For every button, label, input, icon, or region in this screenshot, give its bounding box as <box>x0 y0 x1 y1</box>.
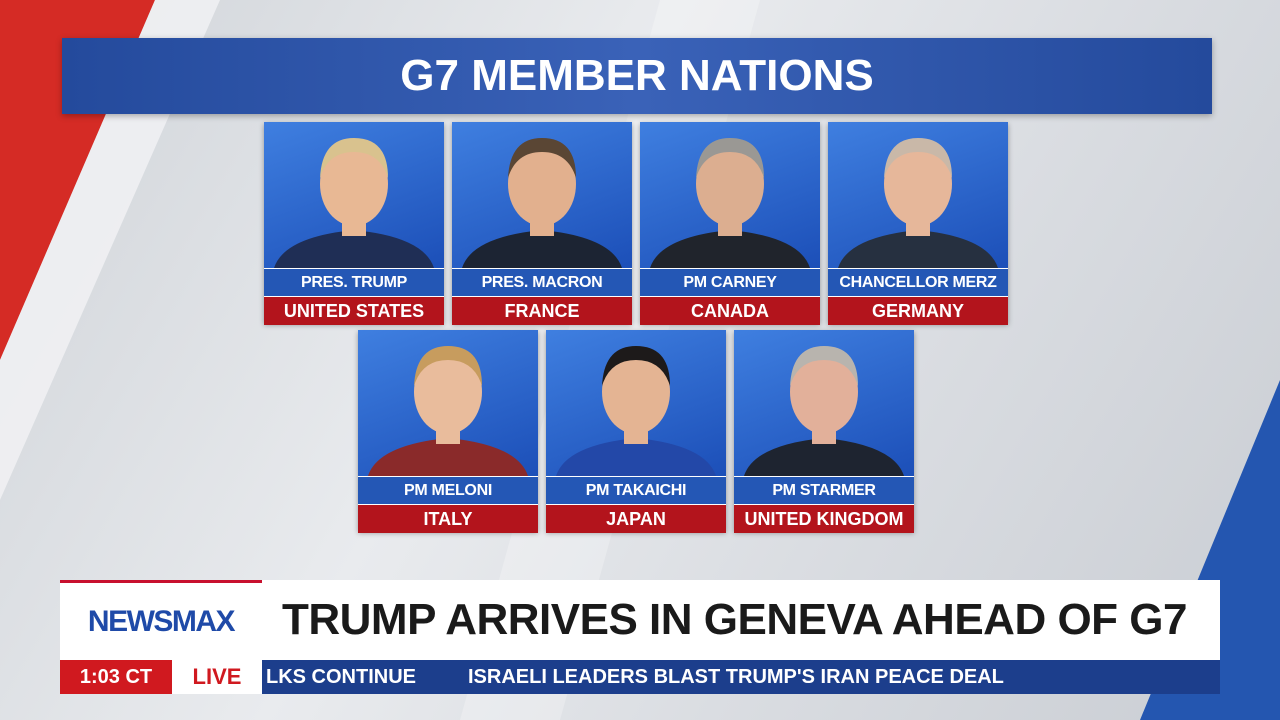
leader-country: JAPAN <box>546 504 726 533</box>
leader-title: PM MELONI <box>358 476 538 504</box>
portrait <box>264 122 444 268</box>
leader-card: PM MELONI ITALY <box>358 330 538 533</box>
leader-title: CHANCELLOR MERZ <box>828 268 1008 296</box>
portrait-figure <box>838 138 998 268</box>
leader-card: PRES. TRUMP UNITED STATES <box>264 122 444 325</box>
leader-title: PM TAKAICHI <box>546 476 726 504</box>
portrait-figure <box>650 138 810 268</box>
portrait <box>546 330 726 476</box>
brand: NEWSMAX <box>87 604 236 638</box>
leader-country: GERMANY <box>828 296 1008 325</box>
leader-country: CANADA <box>640 296 820 325</box>
leader-country: ITALY <box>358 504 538 533</box>
leader-title: PRES. MACRON <box>452 268 632 296</box>
ticker: LKS CONTINUE ISRAELI LEADERS BLAST TRUMP… <box>262 660 1220 694</box>
leader-country: UNITED STATES <box>264 296 444 325</box>
leader-card: PM STARMER UNITED KINGDOM <box>734 330 914 533</box>
leader-country: FRANCE <box>452 296 632 325</box>
logo: NEWSMAX <box>60 580 262 660</box>
headline-text: TRUMP ARRIVES IN GENEVA AHEAD OF G7 <box>282 595 1187 644</box>
portrait-figure <box>556 346 716 476</box>
portrait-figure <box>744 346 904 476</box>
portrait <box>640 122 820 268</box>
portrait-figure <box>274 138 434 268</box>
portrait <box>452 122 632 268</box>
portrait <box>734 330 914 476</box>
ticker-item: ISRAELI LEADERS BLAST TRUMP'S IRAN PEACE… <box>468 665 1004 688</box>
leader-card: CHANCELLOR MERZ GERMANY <box>828 122 1008 325</box>
time-box: 1:03 CT LIVE <box>60 660 262 694</box>
time: 1:03 CT <box>79 665 153 688</box>
leader-title: PM STARMER <box>734 476 914 504</box>
ticker-item: LKS CONTINUE <box>266 665 416 688</box>
leader-card: PM TAKAICHI JAPAN <box>546 330 726 533</box>
title-banner: G7 MEMBER NATIONS <box>62 38 1212 114</box>
headline: TRUMP ARRIVES IN GENEVA AHEAD OF G7 <box>282 580 1187 660</box>
portrait <box>358 330 538 476</box>
title: G7 MEMBER NATIONS <box>400 51 874 100</box>
leader-title: PRES. TRUMP <box>264 268 444 296</box>
portrait-figure <box>462 138 622 268</box>
lower-third <box>60 580 1220 660</box>
live: LIVE <box>172 660 262 694</box>
leader-title: PM CARNEY <box>640 268 820 296</box>
leader-card: PM CARNEY CANADA <box>640 122 820 325</box>
portrait <box>828 122 1008 268</box>
leader-country: UNITED KINGDOM <box>734 504 914 533</box>
portrait-figure <box>368 346 528 476</box>
leader-card: PRES. MACRON FRANCE <box>452 122 632 325</box>
